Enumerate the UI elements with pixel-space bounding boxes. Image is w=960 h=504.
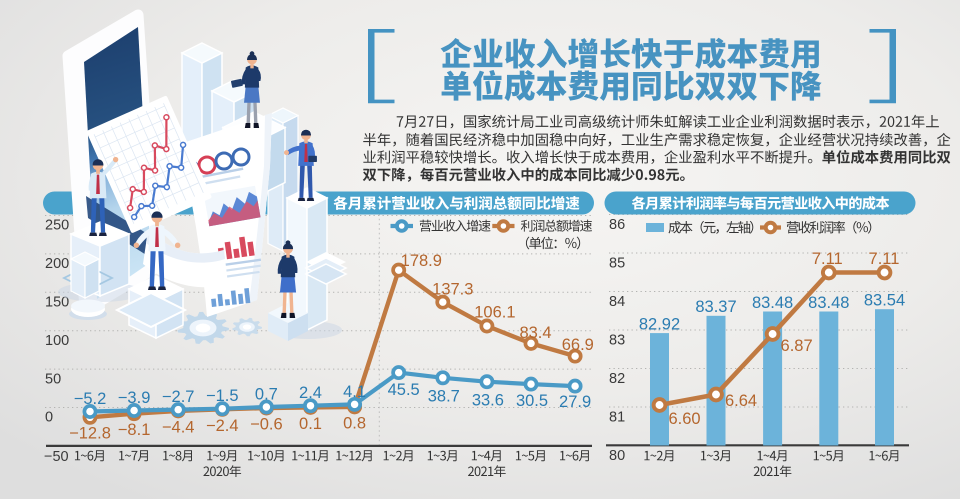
svg-text:0.8: 0.8 — [343, 414, 366, 432]
svg-text:−8.1: −8.1 — [118, 421, 151, 439]
svg-text:−5.2: −5.2 — [74, 390, 107, 408]
svg-text:−3.9: −3.9 — [118, 389, 151, 407]
svg-text:83.4: 83.4 — [519, 324, 551, 342]
svg-text:27.9: 27.9 — [559, 393, 591, 411]
svg-text:83.37: 83.37 — [695, 298, 736, 316]
svg-text:178.9: 178.9 — [401, 252, 442, 270]
svg-text:6.60: 6.60 — [668, 410, 700, 428]
svg-text:38.7: 38.7 — [428, 388, 460, 406]
svg-text:106.1: 106.1 — [474, 304, 515, 322]
svg-text:82.92: 82.92 — [639, 316, 680, 334]
svg-text:85: 85 — [609, 255, 625, 271]
svg-text:83.48: 83.48 — [752, 294, 793, 312]
svg-text:45.5: 45.5 — [388, 381, 420, 399]
svg-text:200: 200 — [45, 256, 69, 272]
svg-text:7.11: 7.11 — [869, 250, 900, 268]
svg-text:150: 150 — [45, 295, 69, 311]
svg-text:−50: −50 — [44, 449, 69, 465]
svg-text:137.3: 137.3 — [432, 281, 473, 299]
svg-text:30.5: 30.5 — [516, 392, 548, 410]
svg-text:66.9: 66.9 — [562, 336, 594, 354]
svg-text:80: 80 — [609, 448, 625, 464]
svg-text:86: 86 — [609, 217, 625, 233]
svg-text:4.1: 4.1 — [343, 383, 366, 401]
svg-text:84: 84 — [609, 294, 625, 310]
svg-text:0.7: 0.7 — [255, 385, 278, 403]
svg-text:100: 100 — [45, 333, 69, 349]
svg-text:6.64: 6.64 — [725, 392, 757, 410]
svg-text:83.48: 83.48 — [808, 294, 849, 312]
svg-text:50: 50 — [45, 371, 61, 387]
svg-text:82: 82 — [609, 371, 625, 387]
svg-text:7.11: 7.11 — [812, 250, 843, 268]
svg-text:83: 83 — [609, 332, 625, 348]
svg-text:2.4: 2.4 — [299, 384, 322, 402]
svg-text:−0.6: −0.6 — [250, 415, 283, 433]
svg-text:−2.4: −2.4 — [206, 417, 239, 435]
svg-text:81: 81 — [609, 409, 625, 425]
svg-text:−2.7: −2.7 — [162, 388, 195, 406]
svg-text:33.6: 33.6 — [472, 391, 504, 409]
svg-text:250: 250 — [45, 218, 69, 234]
svg-text:6.87: 6.87 — [781, 337, 813, 355]
svg-text:0.1: 0.1 — [299, 415, 322, 433]
svg-text:−1.5: −1.5 — [206, 387, 239, 405]
svg-text:0: 0 — [45, 410, 53, 426]
svg-text:83.54: 83.54 — [864, 292, 905, 310]
svg-text:−4.4: −4.4 — [162, 418, 195, 436]
svg-text:−12.8: −12.8 — [69, 425, 111, 443]
